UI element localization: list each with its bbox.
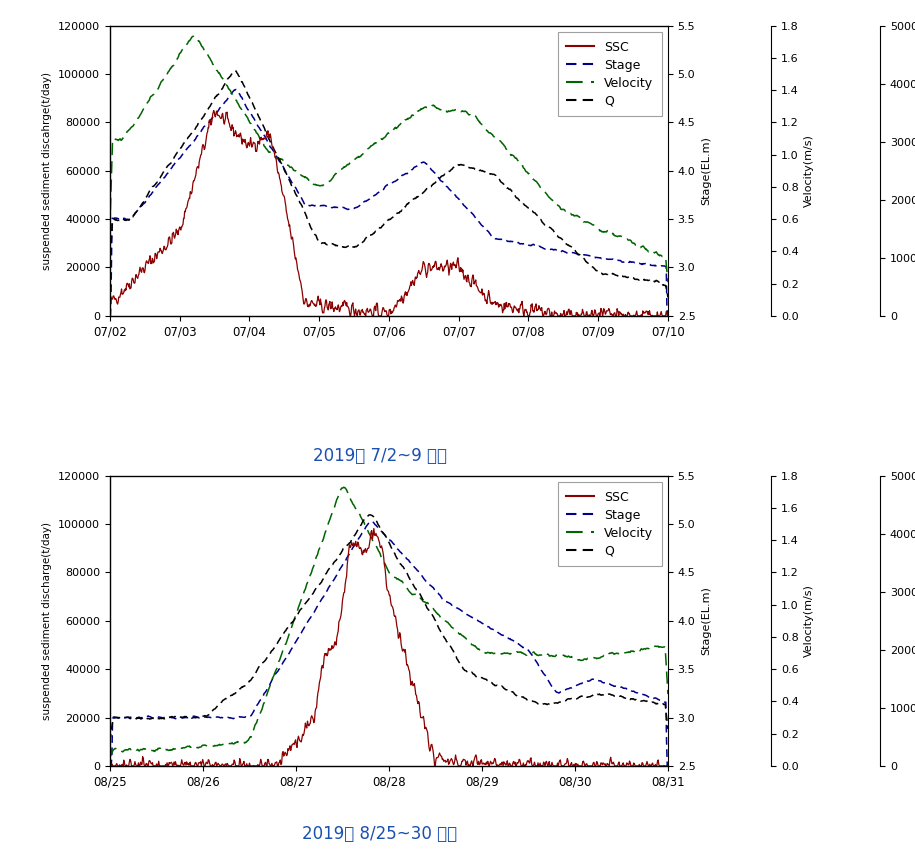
Legend: SSC, Stage, Velocity, Q: SSC, Stage, Velocity, Q xyxy=(557,31,662,117)
Y-axis label: Velocity(m/s): Velocity(m/s) xyxy=(804,585,814,657)
Y-axis label: Stage(EL.m): Stage(EL.m) xyxy=(701,136,711,205)
Y-axis label: suspended sediment discharge(t/day): suspended sediment discharge(t/day) xyxy=(42,522,52,720)
Text: 2019년 8/25~30 사상: 2019년 8/25~30 사상 xyxy=(302,825,458,843)
Y-axis label: suspended sediment discahrge(t/day): suspended sediment discahrge(t/day) xyxy=(42,71,52,270)
Y-axis label: Stage(EL.m): Stage(EL.m) xyxy=(701,586,711,655)
Text: 2019년 7/2~9 사상: 2019년 7/2~9 사상 xyxy=(313,447,447,465)
Legend: SSC, Stage, Velocity, Q: SSC, Stage, Velocity, Q xyxy=(557,482,662,566)
Y-axis label: Velocity(m/s): Velocity(m/s) xyxy=(804,134,814,207)
